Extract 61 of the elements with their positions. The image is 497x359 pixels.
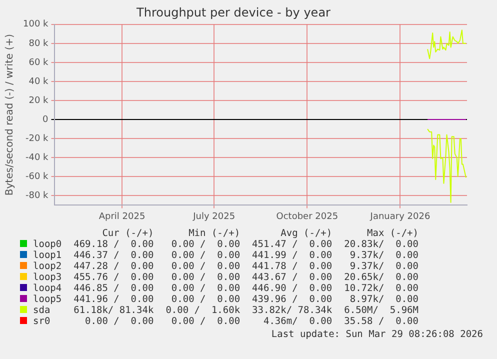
text: 20.65k/ 0.00 (343, 272, 418, 283)
text: 441.78 / 0.00 (251, 261, 332, 272)
text: 6.50M/ 5.96M (343, 305, 418, 316)
text: 0.00 / 1.60k (164, 305, 240, 316)
x-tick-label: October 2025 (276, 212, 338, 222)
text: 8.97k/ 0.00 (348, 294, 418, 305)
text: 0.00 / 0.00 (170, 316, 240, 327)
text: Last update: Sun Mar 29 08:26:08 2026 (271, 329, 483, 340)
legend-label: loop4 (32, 283, 62, 294)
y-tick-label: 60 k (28, 58, 50, 68)
text: 9.37k/ 0.00 (348, 250, 418, 261)
text: 446.37 / 0.00 (72, 250, 154, 261)
text: 10.72k/ 0.00 (343, 283, 418, 294)
text: 441.96 / 0.00 (72, 294, 154, 305)
text: 0.00 / 0.00 (170, 239, 240, 250)
text: 0.00 / 0.00 (84, 316, 154, 327)
legend-label: loop2 (32, 261, 62, 272)
text: Min (-/+) (188, 228, 240, 239)
chart-title: Throughput per device - by year (136, 5, 331, 20)
text: 446.85 / 0.00 (72, 283, 154, 294)
text: 0.00 / 0.00 (170, 272, 240, 283)
x-tick-label: April 2025 (98, 212, 146, 222)
y-tick-label: 100 k (22, 20, 50, 30)
text: 451.47 / 0.00 (251, 239, 332, 250)
text: 0.00 / 0.00 (170, 261, 240, 272)
text: 0.00 / 0.00 (170, 294, 240, 305)
text: 446.90 / 0.00 (251, 283, 332, 294)
x-tick-label: July 2025 (192, 212, 236, 222)
legend-label: loop5 (32, 294, 62, 305)
text: 0.00 / 0.00 (170, 250, 240, 261)
text: 439.96 / 0.00 (251, 294, 332, 305)
x-tick-label: January 2026 (369, 212, 430, 222)
y-tick-label: -40 k (25, 152, 50, 163)
legend-label: loop3 (32, 272, 62, 283)
y-tick-label: -60 k (25, 172, 50, 182)
text: Avg (-/+) (280, 228, 332, 239)
y-axis-title: Bytes/second read (-) / write (+) (4, 34, 16, 196)
legend-label: loop1 (32, 250, 62, 261)
text: 447.28 / 0.00 (72, 261, 154, 272)
text: 455.76 / 0.00 (72, 272, 154, 283)
legend-label: loop0 (32, 239, 62, 250)
text: 20.83k/ 0.00 (343, 239, 418, 250)
y-tick-label: -20 k (25, 134, 50, 144)
text: 441.99 / 0.00 (251, 250, 332, 261)
text: 469.18 / 0.00 (72, 239, 154, 250)
text: 33.82k/ 78.34k (251, 305, 332, 316)
y-tick-label: -80 k (25, 191, 50, 202)
text: 35.58 / 0.00 (343, 316, 418, 327)
y-tick-label: 40 k (28, 76, 50, 87)
legend-label: sr0 (32, 316, 52, 327)
text: 0.00 / 0.00 (170, 283, 240, 294)
text: Cur (-/+) (101, 228, 154, 239)
text: 443.67 / 0.00 (251, 272, 332, 283)
y-tick-label: 80 k (28, 38, 50, 49)
text: Max (-/+) (366, 228, 418, 239)
text: 61.18k/ 81.34k (72, 305, 154, 316)
text: 4.36m/ 0.00 (262, 316, 332, 327)
text: 9.37k/ 0.00 (348, 261, 418, 272)
legend-label: sda (32, 305, 52, 316)
y-tick-label: 20 k (28, 96, 50, 106)
y-tick-label: 0 (42, 114, 49, 125)
